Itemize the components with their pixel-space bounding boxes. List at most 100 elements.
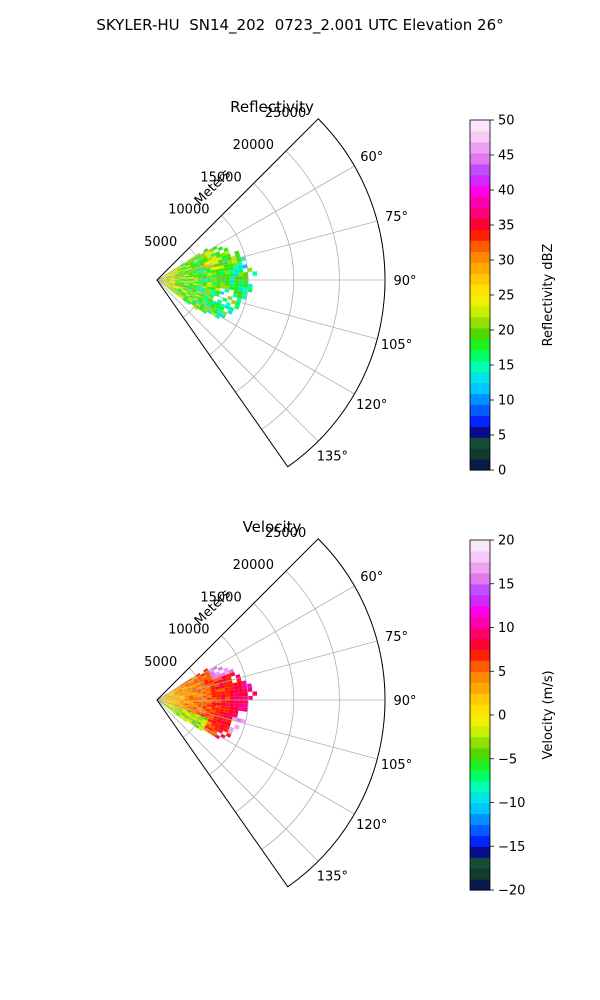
field-cell (173, 271, 179, 274)
field-cell (170, 281, 176, 284)
colorbar-segment (470, 627, 490, 640)
field-cell (207, 718, 213, 723)
field-cell (206, 284, 212, 288)
colorbar-tick-label: 30 (498, 254, 515, 269)
field-cell (184, 282, 189, 285)
field-cell (206, 254, 212, 260)
field-cell (212, 309, 218, 315)
field-cell (170, 280, 176, 282)
field-cell (165, 274, 170, 277)
field-cell (206, 695, 212, 698)
field-cell (178, 689, 183, 693)
field-cell (242, 264, 248, 269)
field-cell (174, 695, 180, 697)
field-cell (205, 268, 211, 272)
field-cell (220, 313, 226, 319)
field-cell (212, 245, 218, 251)
field-cell (196, 708, 202, 712)
colorbar-tick-label: 25 (498, 289, 515, 304)
field-cell (201, 707, 207, 711)
field-cell (202, 277, 208, 280)
field-cell (182, 689, 188, 692)
field-cell (237, 294, 243, 299)
field-cell (210, 731, 217, 737)
field-cell (220, 691, 226, 695)
field-cell (207, 700, 212, 703)
field-cell (225, 693, 230, 698)
field-cell (220, 282, 226, 286)
field-cell (169, 285, 174, 289)
field-cell (196, 686, 202, 690)
reflectivity-panel: Reflectivity 5000 10000 15000 20000 25000 60°… (144, 98, 556, 479)
azimuth-spoke (156, 165, 355, 281)
field-cell (166, 698, 171, 700)
colorbar-tick-label: 50 (498, 114, 515, 129)
field-cell (188, 273, 194, 276)
field-cell (207, 277, 212, 280)
field-cell (201, 269, 207, 273)
field-cell (180, 713, 185, 718)
field-cell (206, 282, 212, 285)
range-tick-label: 20000 (233, 138, 274, 153)
field-cell (161, 276, 166, 279)
field-cell (197, 705, 203, 708)
field-cell (194, 724, 200, 729)
field-cell (180, 682, 185, 687)
field-cell (238, 688, 244, 693)
field-cell (243, 276, 249, 280)
field-cell (194, 680, 200, 685)
field-cell (188, 716, 194, 721)
field-cell (170, 701, 176, 703)
field-cell (190, 302, 196, 307)
field-cell (200, 672, 206, 677)
field-cell (209, 305, 215, 310)
field-cell (182, 687, 187, 691)
field-cell (185, 263, 191, 267)
field-cell (198, 306, 204, 312)
field-cell (169, 284, 175, 287)
field-cell (200, 723, 206, 728)
field-cell (207, 280, 212, 283)
field-cell (186, 266, 192, 270)
field-cell (202, 299, 208, 304)
range-ring (235, 182, 295, 393)
field-cell (223, 727, 229, 733)
field-cell (233, 689, 239, 694)
range-ring (182, 667, 203, 738)
field-cell (234, 283, 240, 288)
field-cell (204, 295, 210, 299)
field-cell (174, 272, 179, 275)
field-cell (211, 704, 217, 708)
field-cell (229, 689, 235, 694)
field-cell (195, 253, 201, 258)
field-cell (177, 267, 182, 271)
field-cell (176, 291, 181, 295)
field-cell (181, 265, 186, 269)
field-cell (177, 709, 182, 713)
field-cell (213, 726, 219, 732)
colorbar-segment (470, 141, 490, 154)
field-cell (179, 694, 184, 697)
field-cell (161, 280, 167, 282)
field-cell (206, 275, 212, 278)
field-cell (183, 703, 189, 706)
field-cell (186, 719, 192, 724)
field-cell (224, 690, 230, 695)
field-cell (206, 270, 212, 274)
field-cell (220, 733, 226, 739)
field-cell (183, 704, 189, 707)
field-cell (224, 270, 230, 275)
field-cell (223, 667, 229, 673)
field-cell (177, 708, 183, 712)
field-cell (193, 274, 198, 277)
field-cell (207, 257, 213, 262)
field-cell (242, 688, 248, 693)
field-cell (181, 291, 186, 295)
field-cell (214, 314, 221, 320)
field-cell (217, 728, 224, 734)
reflectivity-field (157, 245, 258, 320)
field-cell (204, 725, 210, 730)
field-cell (187, 706, 193, 710)
field-cell (178, 287, 183, 291)
field-cell (216, 274, 221, 278)
